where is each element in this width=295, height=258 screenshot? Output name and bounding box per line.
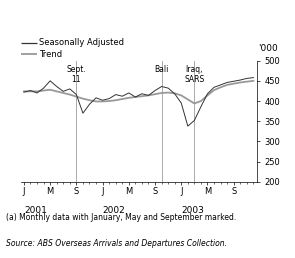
Text: (a) Monthly data with January, May and September marked.: (a) Monthly data with January, May and S… (6, 213, 236, 222)
Text: '000: '000 (258, 44, 278, 53)
Text: 2002: 2002 (103, 206, 125, 215)
Text: Bali: Bali (154, 65, 169, 74)
Text: 2003: 2003 (181, 206, 204, 215)
Text: Sept.
11: Sept. 11 (66, 65, 86, 84)
Text: Trend: Trend (39, 50, 62, 59)
Text: 2001: 2001 (24, 206, 47, 215)
Text: Seasonally Adjusted: Seasonally Adjusted (39, 38, 124, 47)
Text: Source: ABS Overseas Arrivals and Departures Collection.: Source: ABS Overseas Arrivals and Depart… (6, 239, 227, 248)
Text: Iraq,
SARS: Iraq, SARS (184, 65, 204, 84)
